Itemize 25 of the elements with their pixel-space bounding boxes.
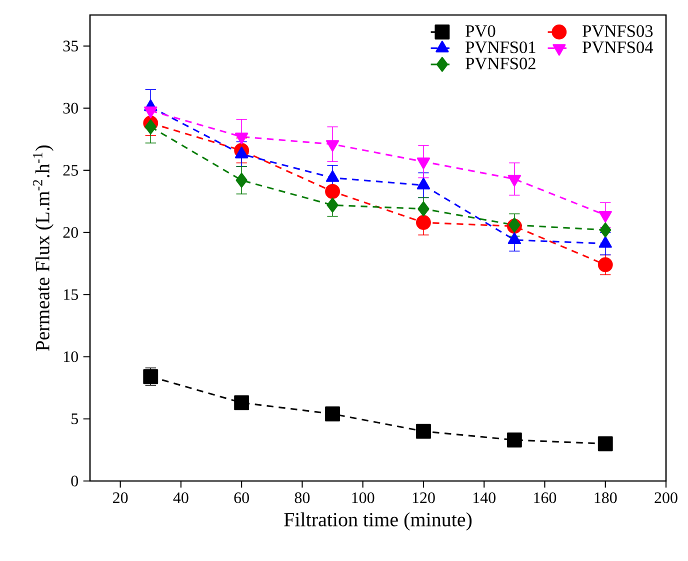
y-tick-label: 20 xyxy=(63,227,78,238)
x-tick-label: 200 xyxy=(654,492,678,504)
y-tick-label: 5 xyxy=(72,414,78,424)
x-tick-label: 140 xyxy=(474,492,496,504)
x-tick-label: 180 xyxy=(594,492,617,504)
y-tick-label: 25 xyxy=(63,164,78,176)
x-tick-label: 120 xyxy=(412,492,435,504)
x-tick-label: 100 xyxy=(352,492,374,504)
legend-label: PVNFS01 xyxy=(466,41,536,54)
x-tick-label: 160 xyxy=(534,492,556,504)
legend-label: PVNFS04 xyxy=(582,41,654,54)
legend-label: PVNFS03 xyxy=(582,25,653,38)
legend-label: PVNFS02 xyxy=(466,58,536,70)
y-tick-label: 35 xyxy=(63,40,78,52)
legend-label: PV0 xyxy=(466,25,496,38)
x-tick-label: 40 xyxy=(173,492,188,504)
y-tick-label: 30 xyxy=(63,102,78,114)
x-tick-label: 20 xyxy=(113,492,128,504)
y-tick-label: 15 xyxy=(64,289,78,300)
x-tick-label: 80 xyxy=(294,492,310,504)
y-tick-label: 0 xyxy=(71,476,78,486)
y-tick-label: 10 xyxy=(64,351,78,362)
y-axis-title: Permeate Flux (L.m$^{-2}$.h$^{-1}$) xyxy=(32,145,54,351)
x-tick-label: 60 xyxy=(234,492,249,504)
x-axis-title: Filtration time (minute) xyxy=(284,512,472,530)
